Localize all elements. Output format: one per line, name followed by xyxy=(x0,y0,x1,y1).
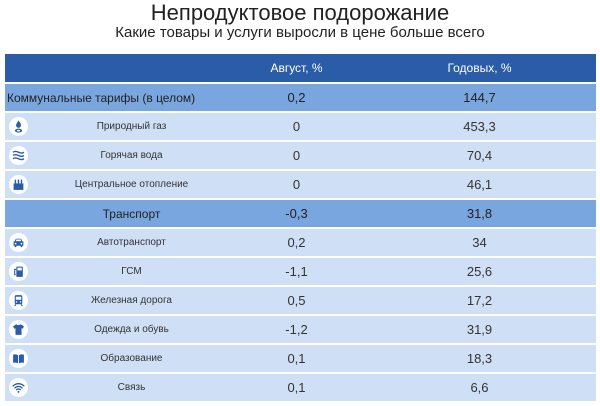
table-row-gas: Природный газ 0 453,3 xyxy=(5,113,596,140)
august-value: 0 xyxy=(292,119,301,134)
wifi-icon xyxy=(9,378,28,397)
yearly-value: 31,8 xyxy=(466,206,493,221)
august-value: -1,2 xyxy=(285,322,308,337)
august-value: -1,1 xyxy=(285,264,308,279)
gas-flame-icon xyxy=(9,117,28,136)
chart-title: Непродуктовое подорожание xyxy=(150,0,450,25)
yearly-value: 34 xyxy=(472,235,487,250)
august-value: 0,5 xyxy=(287,293,306,308)
table-row-communication: Связь 0,1 6,6 xyxy=(5,374,596,401)
row-label: Коммунальные тарифы (в целом) xyxy=(7,90,196,105)
row-label: Образование xyxy=(100,353,163,364)
fuel-pump-icon xyxy=(9,262,28,281)
header-yearly: Годовых, % xyxy=(447,61,512,75)
heating-factory-icon xyxy=(9,175,28,194)
water-waves-icon xyxy=(9,146,28,165)
table-row-education: Образование 0,1 18,3 xyxy=(5,345,596,372)
yearly-value: 25,6 xyxy=(466,264,493,279)
row-label: Природный газ xyxy=(96,121,167,132)
table-row-clothing: Одежда и обувь -1,2 31,9 xyxy=(5,316,596,343)
table-row-railway: Железная дорога 0,5 17,2 xyxy=(5,287,596,314)
row-label: Автотранспорт xyxy=(97,237,166,248)
table-row-hot-water: Горячая вода 0 70,4 xyxy=(5,142,596,169)
tshirt-icon xyxy=(9,320,28,339)
row-label: Транспорт xyxy=(102,206,161,221)
table-row-heating: Центральное отопление 0 46,1 xyxy=(5,171,596,198)
august-value: 0,1 xyxy=(287,351,306,366)
row-label: Одежда и обувь xyxy=(94,324,169,335)
row-label: Связь xyxy=(117,382,146,393)
yearly-value: 6,6 xyxy=(470,380,489,395)
row-label: Центральное отопление xyxy=(74,179,189,190)
august-value: 0 xyxy=(292,148,301,163)
yearly-value: 70,4 xyxy=(466,148,493,163)
august-value: 0 xyxy=(292,177,301,192)
price-table: Август, % Годовых, % Коммунальные тарифы… xyxy=(5,54,596,403)
row-label: Горячая вода xyxy=(100,150,163,161)
table-row-fuel: ГСМ -1,1 25,6 xyxy=(5,258,596,285)
yearly-value: 31,9 xyxy=(466,322,493,337)
yearly-value: 46,1 xyxy=(466,177,493,192)
table-row-cars: Автотранспорт 0,2 34 xyxy=(5,229,596,256)
book-icon xyxy=(9,349,28,368)
header-name xyxy=(5,54,230,82)
chart-subtitle: Какие товары и услуги выросли в цене бол… xyxy=(115,24,485,41)
table-row-transport: Транспорт -0,3 31,8 xyxy=(5,200,596,227)
row-label: Железная дорога xyxy=(91,295,172,306)
august-value: 0,2 xyxy=(287,235,306,250)
yearly-value: 144,7 xyxy=(463,90,496,105)
yearly-value: 17,2 xyxy=(466,293,493,308)
table-header: Август, % Годовых, % xyxy=(5,54,596,82)
august-value: 0,1 xyxy=(287,380,306,395)
august-value: -0,3 xyxy=(285,206,308,221)
yearly-value: 18,3 xyxy=(466,351,493,366)
car-icon xyxy=(9,233,28,252)
table-row-utilities: Коммунальные тарифы (в целом) 0,2 144,7 xyxy=(5,84,596,111)
row-label: ГСМ xyxy=(121,266,142,277)
train-icon xyxy=(9,291,28,310)
header-august: Август, % xyxy=(270,61,323,75)
yearly-value: 453,3 xyxy=(463,119,496,134)
august-value: 0,2 xyxy=(287,90,306,105)
